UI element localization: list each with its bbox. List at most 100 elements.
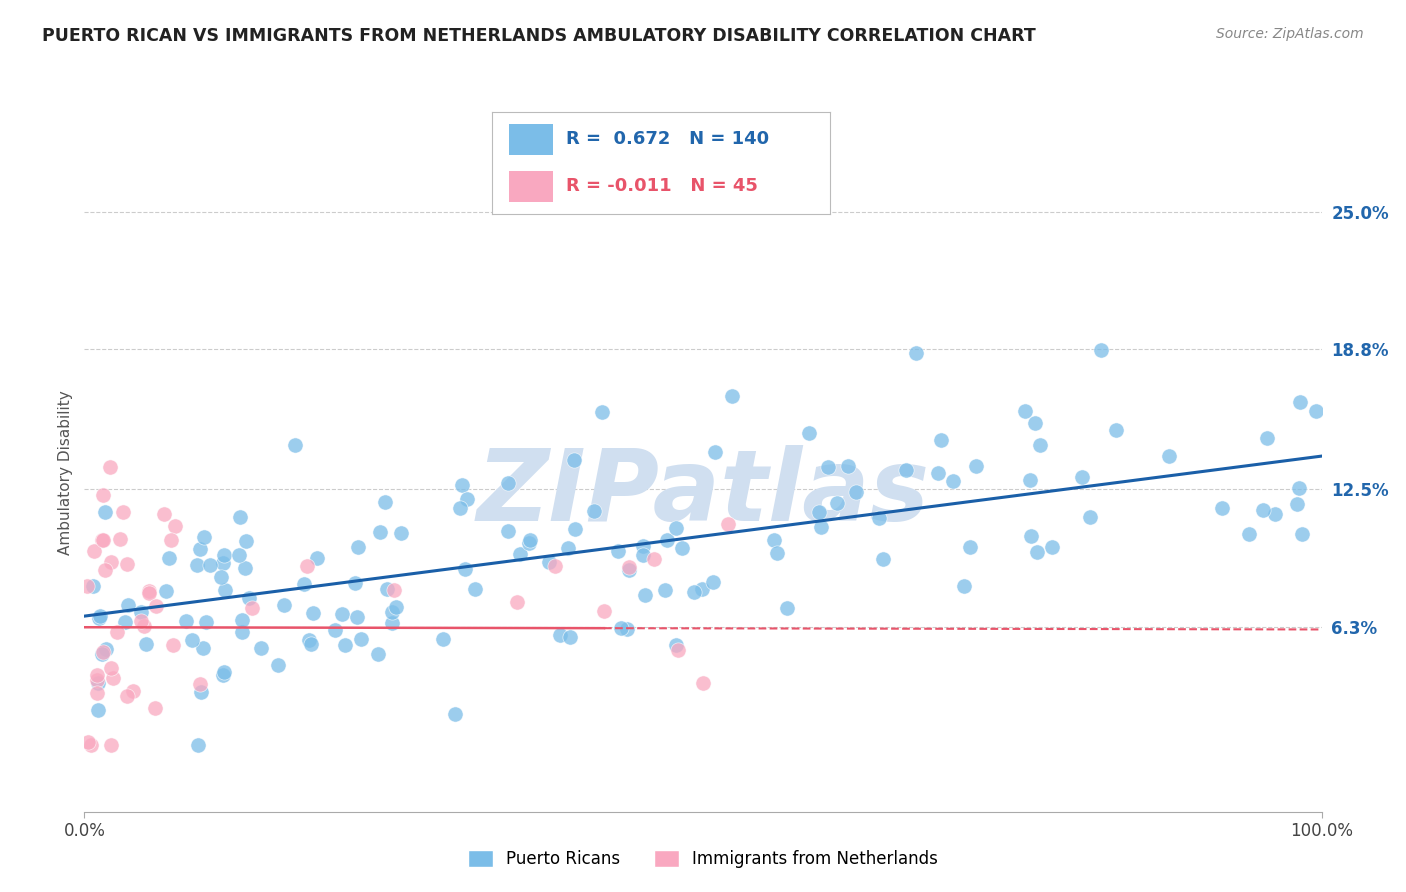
Point xyxy=(86,668,108,682)
Point xyxy=(558,630,581,644)
Point xyxy=(333,638,356,652)
Point xyxy=(496,475,519,490)
Point xyxy=(382,582,405,597)
Text: PUERTO RICAN VS IMMIGRANTS FROM NETHERLANDS AMBULATORY DISABILITY CORRELATION CH: PUERTO RICAN VS IMMIGRANTS FROM NETHERLA… xyxy=(42,27,1036,45)
Point xyxy=(235,534,257,549)
Point xyxy=(617,563,640,577)
Point xyxy=(117,598,139,612)
Point xyxy=(1029,438,1052,452)
Point xyxy=(509,548,531,562)
Point xyxy=(98,459,121,474)
Point xyxy=(1025,545,1047,559)
Point xyxy=(389,526,412,541)
Point xyxy=(1090,343,1112,358)
Point xyxy=(330,607,353,621)
Point xyxy=(194,615,217,629)
Text: Source: ZipAtlas.com: Source: ZipAtlas.com xyxy=(1216,27,1364,41)
Point xyxy=(94,641,117,656)
Point xyxy=(94,563,117,577)
Point xyxy=(703,445,725,459)
Point xyxy=(965,459,987,474)
Point xyxy=(100,661,122,675)
Point xyxy=(381,605,404,619)
Point xyxy=(538,555,561,569)
Point xyxy=(112,505,135,519)
Point xyxy=(108,532,131,546)
Point xyxy=(519,533,541,547)
Point xyxy=(868,510,890,524)
Point xyxy=(231,613,253,627)
Point xyxy=(766,546,789,560)
Point xyxy=(702,575,724,590)
Point xyxy=(193,530,215,544)
Point xyxy=(557,541,579,556)
Point xyxy=(83,544,105,558)
Point xyxy=(896,462,918,476)
Point xyxy=(307,551,329,566)
Point xyxy=(292,576,315,591)
Point xyxy=(145,700,167,714)
Point xyxy=(1211,501,1233,516)
Point xyxy=(79,738,101,752)
Point xyxy=(665,520,688,534)
Point xyxy=(666,643,689,657)
Text: R =  0.672   N = 140: R = 0.672 N = 140 xyxy=(567,130,769,148)
Bar xyxy=(509,171,553,202)
Point xyxy=(671,541,693,555)
Point xyxy=(1251,503,1274,517)
Point xyxy=(591,405,613,419)
Point xyxy=(212,556,235,570)
Point xyxy=(91,488,114,502)
Legend: Puerto Ricans, Immigrants from Netherlands: Puerto Ricans, Immigrants from Netherlan… xyxy=(461,843,945,875)
Point xyxy=(1019,473,1042,487)
Point xyxy=(238,591,260,606)
Point xyxy=(616,622,638,636)
Point xyxy=(825,496,848,510)
Point xyxy=(367,647,389,661)
Text: ZIPatlas: ZIPatlas xyxy=(477,444,929,541)
Point xyxy=(138,586,160,600)
Point xyxy=(134,619,156,633)
Point xyxy=(377,582,399,596)
Point xyxy=(1157,450,1180,464)
Point xyxy=(506,594,529,608)
Text: R = -0.011   N = 45: R = -0.011 N = 45 xyxy=(567,178,758,195)
Point xyxy=(284,438,307,452)
Point xyxy=(115,689,138,703)
Point xyxy=(343,576,366,591)
Point xyxy=(1256,431,1278,445)
Point xyxy=(721,389,744,403)
Point xyxy=(692,676,714,690)
Point xyxy=(1264,507,1286,521)
Point xyxy=(776,601,799,615)
Point xyxy=(797,426,820,441)
Point xyxy=(100,738,122,752)
Point xyxy=(209,570,232,584)
Point xyxy=(114,615,136,629)
Point xyxy=(323,623,346,637)
Point xyxy=(453,562,475,576)
Point xyxy=(214,582,236,597)
Point xyxy=(212,665,235,679)
Point xyxy=(564,453,586,467)
Point xyxy=(212,667,235,681)
Point xyxy=(159,533,181,547)
Point xyxy=(129,605,152,619)
Point xyxy=(564,523,586,537)
Point xyxy=(631,539,654,553)
Point xyxy=(162,638,184,652)
Point xyxy=(174,614,197,628)
Bar xyxy=(509,124,553,154)
Point xyxy=(496,524,519,539)
Point xyxy=(456,492,478,507)
Point xyxy=(370,524,392,539)
Point xyxy=(122,683,145,698)
Point xyxy=(1024,416,1046,430)
Point xyxy=(266,657,288,672)
Point xyxy=(135,637,157,651)
Point xyxy=(444,706,467,721)
Point xyxy=(295,559,318,574)
Point xyxy=(131,614,153,628)
Point xyxy=(190,685,212,699)
Point xyxy=(157,551,180,566)
